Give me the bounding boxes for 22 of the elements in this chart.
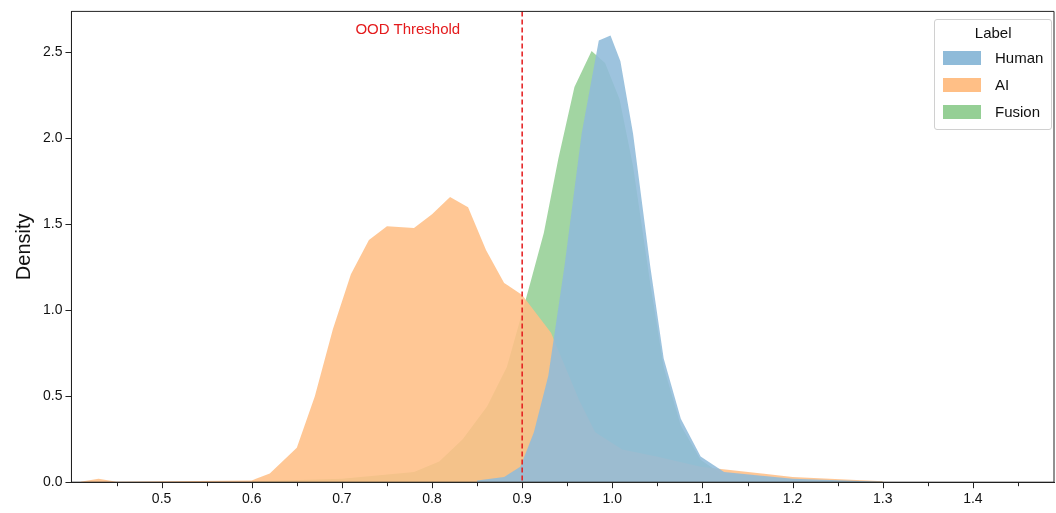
y-tick-label: 0.0 xyxy=(42,473,63,490)
y-tick-label: 1.5 xyxy=(42,215,63,232)
x-tick-label: 1.1 xyxy=(692,490,713,507)
x-tick-label: 0.8 xyxy=(422,490,442,507)
x-tick-label: 1.0 xyxy=(602,490,623,507)
ref-line-label: OOD Threshold xyxy=(355,20,461,38)
x-tick-label: 1.3 xyxy=(873,490,893,507)
legend-title: Label xyxy=(973,24,1013,42)
x-tick-label: 0.9 xyxy=(512,490,533,507)
legend-label: Fusion xyxy=(995,103,1041,121)
legend-label: Human xyxy=(995,49,1044,67)
y-tick-label: 0.5 xyxy=(42,387,63,404)
x-tick-label: 0.6 xyxy=(242,490,262,507)
x-tick-label: 0.5 xyxy=(151,490,172,507)
y-axis-title: Density xyxy=(11,213,34,281)
x-tick-label: 0.7 xyxy=(332,490,352,507)
y-tick-label: 2.0 xyxy=(42,129,63,146)
x-tick-label: 1.2 xyxy=(782,490,803,507)
y-tick-label: 2.5 xyxy=(42,43,63,60)
y-tick-label: 1.0 xyxy=(42,301,63,318)
x-tick-label: 1.4 xyxy=(963,490,983,507)
legend-label: AI xyxy=(995,76,1010,94)
